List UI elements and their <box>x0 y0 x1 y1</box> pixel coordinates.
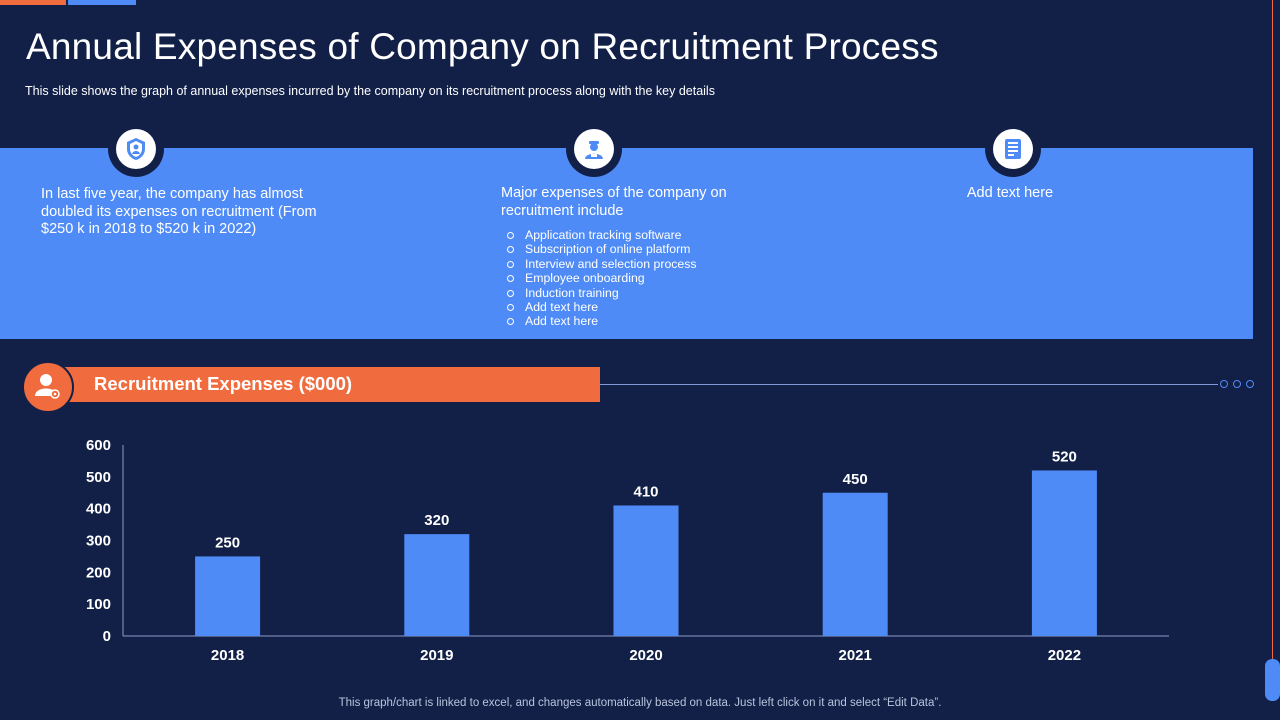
bar <box>195 556 261 636</box>
data-label: 410 <box>633 483 658 500</box>
x-tick-label: 2020 <box>629 647 662 664</box>
banner-divider-line <box>600 384 1218 385</box>
y-tick-label: 500 <box>86 469 111 486</box>
panel-col3-text: Add text here <box>966 185 1054 201</box>
bullet-item: Add text here <box>501 300 697 314</box>
page-title: Annual Expenses of Company on Recruitmen… <box>26 26 939 67</box>
bullet-item: Employee onboarding <box>501 271 697 285</box>
footnote: This graph/chart is linked to excel, and… <box>338 697 942 709</box>
panel-col1-text: In last five year, the company has almos… <box>41 186 317 237</box>
data-label: 520 <box>1052 448 1077 465</box>
scrollbar-thumb[interactable] <box>1265 659 1280 701</box>
panel-col2-heading: Major expenses of the company on recruit… <box>501 185 727 219</box>
x-tick-label: 2021 <box>839 647 872 664</box>
page-subtitle: This slide shows the graph of annual exp… <box>25 84 715 98</box>
info-circle-2 <box>566 121 622 177</box>
bullet-item: Subscription of online platform <box>501 242 697 256</box>
data-label: 320 <box>424 512 449 529</box>
bullet-item: Induction training <box>501 286 697 300</box>
document-icon <box>1005 139 1021 159</box>
bar <box>822 492 888 636</box>
y-tick-label: 0 <box>103 628 111 645</box>
y-tick-label: 600 <box>86 437 111 454</box>
y-tick-label: 200 <box>86 564 111 581</box>
bullet-item: Application tracking software <box>501 228 697 242</box>
info-circle-3 <box>985 121 1041 177</box>
top-accent-blue <box>68 0 136 5</box>
y-tick-label: 100 <box>86 596 111 613</box>
person-icon <box>585 141 603 159</box>
right-edge-line <box>1272 0 1273 660</box>
bar <box>613 505 679 636</box>
banner-icon-circle <box>22 361 74 413</box>
y-tick-label: 300 <box>86 533 111 550</box>
chart-banner-label: Recruitment Expenses ($000) <box>94 373 353 394</box>
top-accent-orange <box>0 0 66 5</box>
data-label: 250 <box>215 534 240 551</box>
x-tick-label: 2018 <box>211 647 244 664</box>
panel-col2-bullets: Application tracking software Subscripti… <box>501 228 697 329</box>
x-tick-label: 2019 <box>420 647 453 664</box>
shield-icon <box>127 138 145 160</box>
bar <box>1031 470 1097 636</box>
banner-dot <box>1233 380 1241 388</box>
bullet-item: Interview and selection process <box>501 257 697 271</box>
user-settings-icon <box>35 374 60 399</box>
banner-dot <box>1246 380 1254 388</box>
x-tick-label: 2022 <box>1048 647 1081 664</box>
info-panel <box>0 148 1253 339</box>
bar <box>404 534 470 636</box>
chart-banner <box>62 367 600 402</box>
info-circle-1 <box>108 121 164 177</box>
bullet-item: Add text here <box>501 314 697 328</box>
y-tick-label: 400 <box>86 501 111 518</box>
data-label: 450 <box>843 471 868 488</box>
banner-dot <box>1220 380 1228 388</box>
